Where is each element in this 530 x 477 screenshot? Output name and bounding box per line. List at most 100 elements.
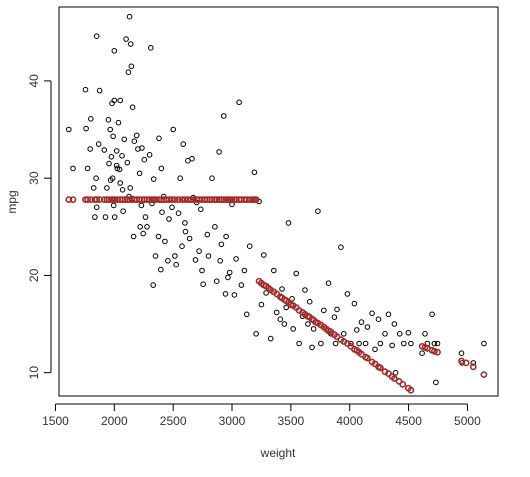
observed-point	[401, 340, 407, 347]
observed-point	[279, 286, 285, 292]
observed-point	[129, 104, 136, 110]
fitted-point	[175, 196, 182, 203]
observed-point	[369, 310, 375, 317]
observed-point	[113, 162, 120, 169]
observed-point	[140, 230, 146, 237]
observed-point	[251, 169, 258, 176]
observed-point	[189, 155, 195, 162]
observed-point	[182, 220, 188, 226]
observed-point	[186, 235, 193, 242]
observed-point	[325, 280, 332, 287]
fitted-point	[363, 354, 371, 362]
observed-point	[470, 360, 477, 366]
observed-point	[271, 267, 277, 274]
observed-point	[93, 33, 100, 40]
observed-point	[221, 113, 227, 119]
observed-point	[233, 256, 239, 262]
observed-point	[142, 214, 149, 220]
observed-point	[155, 233, 162, 240]
x-tick-label: 5000	[454, 414, 481, 428]
fitted-point	[168, 196, 176, 203]
observed-point	[434, 340, 441, 347]
observed-point	[431, 340, 438, 347]
observed-point	[158, 266, 164, 273]
fitted-point	[69, 196, 77, 203]
observed-point	[111, 48, 118, 54]
observed-point	[123, 36, 129, 42]
observed-point	[170, 126, 176, 133]
observed-point	[204, 231, 211, 238]
observed-point	[141, 156, 148, 163]
observed-point	[209, 175, 215, 181]
observed-point	[222, 291, 229, 297]
observed-point	[105, 117, 112, 123]
y-tick-label: 40	[27, 74, 41, 88]
observed-point	[358, 319, 365, 325]
x-tick-label: 4000	[336, 414, 363, 428]
observed-point	[243, 311, 250, 318]
observed-point	[293, 270, 300, 277]
observed-point	[238, 282, 245, 288]
observed-point	[83, 125, 89, 132]
observed-point	[253, 331, 259, 337]
observed-point	[138, 202, 145, 209]
observed-point	[119, 187, 126, 193]
observed-point	[84, 165, 91, 172]
observed-point	[223, 233, 229, 240]
observed-point	[200, 281, 206, 288]
observed-point	[139, 145, 145, 151]
x-tick-label: 3000	[219, 414, 246, 428]
observed-point	[95, 141, 102, 147]
observed-point	[372, 346, 378, 353]
plot-frame	[58, 6, 499, 397]
observed-point	[321, 307, 327, 314]
x-tick-label: 1500	[42, 414, 69, 428]
observed-point	[212, 224, 218, 230]
fitted-point	[252, 196, 260, 203]
observed-point	[93, 175, 99, 181]
observed-point	[258, 301, 265, 308]
observed-point	[396, 331, 403, 337]
observed-point	[96, 87, 103, 94]
observed-point	[131, 138, 138, 144]
observed-point	[110, 202, 117, 209]
observed-point	[127, 185, 133, 191]
observed-point	[130, 233, 137, 240]
observed-point	[296, 340, 302, 347]
observed-point	[315, 208, 321, 214]
observed-point	[117, 97, 123, 104]
observed-point	[119, 153, 125, 159]
observed-point	[128, 41, 134, 47]
observed-point	[318, 340, 324, 347]
observed-point	[236, 99, 242, 106]
observed-point	[115, 119, 122, 126]
observed-point	[217, 258, 223, 264]
observed-point	[180, 141, 186, 147]
observed-point	[109, 175, 116, 181]
observed-point	[177, 175, 183, 181]
observed-point	[290, 326, 297, 332]
observed-point	[289, 296, 295, 302]
observed-point	[128, 63, 135, 70]
observed-point	[341, 331, 347, 337]
observed-point	[137, 224, 143, 230]
observed-point	[93, 204, 100, 211]
fitted-point	[171, 196, 179, 203]
observed-point	[334, 306, 340, 313]
observed-point	[169, 204, 175, 211]
observed-point	[192, 257, 199, 263]
observed-point	[305, 321, 311, 327]
observed-point	[226, 269, 233, 276]
observed-point	[281, 321, 288, 327]
y-axis: 10 20 30 40	[27, 74, 52, 379]
observed-point	[458, 350, 465, 357]
observed-point	[422, 331, 428, 337]
observed-point	[356, 340, 362, 347]
observed-point	[199, 267, 205, 274]
observed-point	[158, 165, 165, 172]
observed-point	[241, 267, 248, 274]
observed-point	[111, 214, 118, 220]
observed-point	[408, 340, 414, 347]
fitted-point	[430, 347, 438, 355]
observed-point	[433, 379, 439, 386]
